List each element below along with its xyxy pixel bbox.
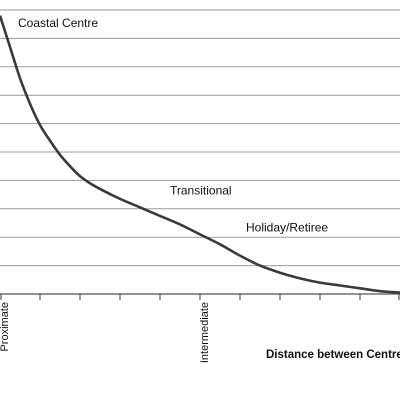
x-ticks (0, 294, 400, 300)
x-axis-label: Distance between Centre (266, 349, 400, 361)
grid (0, 9, 400, 267)
series-line (0, 15, 400, 294)
annotation-1: Transitional (170, 184, 232, 198)
x-tick-label-1: Intermediate (199, 302, 211, 363)
x-tick-label-0: Proximate (0, 302, 11, 352)
annotation-2: Holiday/Retiree (246, 221, 328, 235)
x-tick-labels: Proximate Intermediate (0, 302, 211, 363)
annotation-0: Coastal Centre (18, 16, 98, 30)
annotations: Coastal Centre Transitional Holiday/Retire… (18, 16, 328, 234)
